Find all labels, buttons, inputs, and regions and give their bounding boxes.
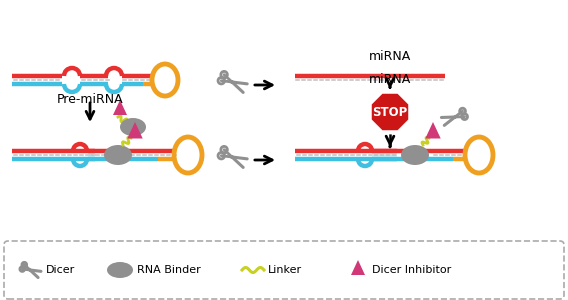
- Circle shape: [231, 81, 233, 83]
- Ellipse shape: [107, 262, 133, 278]
- Ellipse shape: [120, 118, 146, 136]
- Polygon shape: [425, 122, 441, 139]
- Polygon shape: [127, 122, 143, 139]
- Text: miRNA: miRNA: [369, 50, 411, 63]
- Text: Dicer: Dicer: [46, 265, 75, 275]
- Circle shape: [454, 116, 456, 118]
- Text: miRNA: miRNA: [369, 73, 411, 86]
- Ellipse shape: [104, 145, 132, 165]
- Polygon shape: [113, 100, 127, 115]
- Circle shape: [231, 156, 233, 158]
- FancyBboxPatch shape: [4, 241, 564, 299]
- Polygon shape: [370, 92, 410, 132]
- Text: STOP: STOP: [373, 106, 408, 118]
- Ellipse shape: [401, 145, 429, 165]
- Text: RNA Binder: RNA Binder: [137, 265, 201, 275]
- Text: Linker: Linker: [268, 265, 302, 275]
- Text: Dicer Inhibitor: Dicer Inhibitor: [372, 265, 451, 275]
- Circle shape: [29, 269, 31, 271]
- Polygon shape: [351, 260, 365, 275]
- Text: Pre-miRNA: Pre-miRNA: [57, 93, 123, 106]
